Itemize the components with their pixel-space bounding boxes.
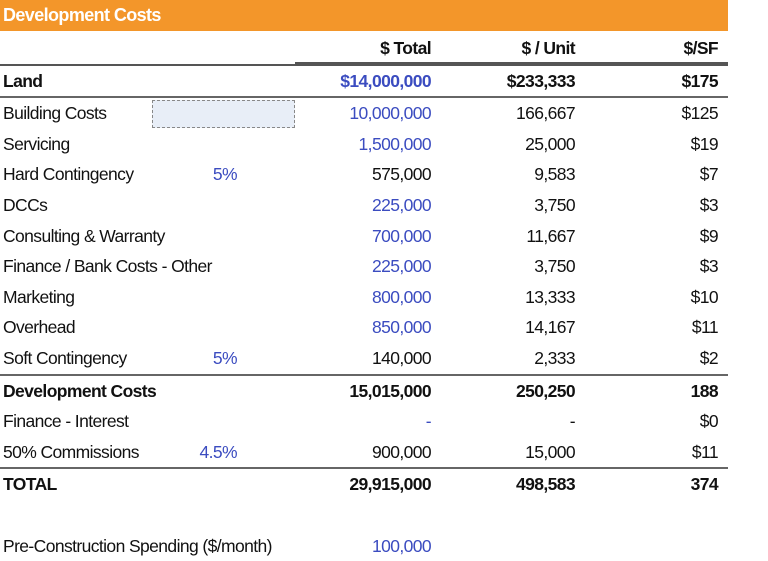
row-label: Soft Contingency	[3, 348, 127, 369]
table-row: DCCs 225,000 3,750 $3	[0, 190, 728, 221]
row-label: 50% Commissions	[3, 442, 139, 463]
table-row: Soft Contingency 5% 140,000 2,333 $2	[0, 343, 728, 376]
row-per-unit: 14,167	[525, 317, 575, 338]
row-label: Consulting & Warranty	[3, 226, 165, 247]
row-percent[interactable]: 5%	[213, 164, 237, 185]
table-row: Finance - Interest - - $0	[0, 406, 728, 437]
row-per-unit: $233,333	[507, 71, 575, 92]
table-row: Land $14,000,000 $233,333 $175	[0, 66, 728, 99]
row-per-sf: $10	[691, 287, 718, 308]
row-label: Finance / Bank Costs - Other	[3, 256, 212, 277]
row-per-unit: 498,583	[516, 474, 575, 495]
row-label: Servicing	[3, 134, 70, 155]
row-percent[interactable]: 4.5%	[200, 442, 238, 463]
row-per-sf: $7	[700, 164, 718, 185]
row-label: TOTAL	[3, 474, 57, 495]
row-total[interactable]: 1,500,000	[359, 134, 431, 155]
column-sf: $/SF	[683, 38, 718, 59]
row-total: 575,000	[372, 164, 431, 185]
row-label: Overhead	[3, 317, 75, 338]
row-per-sf: $19	[691, 134, 718, 155]
row-per-sf: 188	[691, 381, 718, 402]
row-label: Building Costs	[3, 103, 106, 124]
row-label: Development Costs	[3, 381, 156, 402]
cost-table: $ Total $ / Unit $/SF Land$14,000,000$23…	[0, 33, 728, 561]
row-per-unit: 166,667	[516, 103, 575, 124]
row-total: 15,015,000	[349, 381, 431, 402]
row-per-unit: 13,333	[525, 287, 575, 308]
row-total[interactable]: 225,000	[372, 195, 431, 216]
row-per-unit: 9,583	[534, 164, 575, 185]
section-header: Development Costs	[0, 0, 728, 31]
row-per-unit: 2,333	[534, 348, 575, 369]
table-row: Development Costs 15,015,000 250,250 188	[0, 376, 728, 407]
row-total: 140,000	[372, 348, 431, 369]
table-row: Finance / Bank Costs - Other 225,000 3,750…	[0, 251, 728, 282]
row-label: Hard Contingency	[3, 164, 133, 185]
row-per-unit: 11,667	[526, 226, 575, 247]
row-per-sf: $11	[692, 317, 718, 338]
row-per-sf: $11	[692, 442, 718, 463]
table-row: Marketing 800,000 13,333 $10	[0, 282, 728, 313]
row-per-unit: 3,750	[534, 256, 575, 277]
row-total: 900,000	[372, 442, 431, 463]
row-total[interactable]: 10,000,000	[349, 103, 431, 124]
row-per-sf: $9	[700, 226, 718, 247]
table-row: Building Costs 10,000,000 166,667 $125	[0, 98, 728, 129]
row-per-unit: 250,250	[516, 381, 575, 402]
row-label: Marketing	[3, 287, 74, 308]
table-row: TOTAL 29,915,000 498,583 374	[0, 469, 728, 500]
row-total: 29,915,000	[349, 474, 431, 495]
row-per-sf: 374	[691, 474, 718, 495]
row-per-unit: 25,000	[525, 134, 575, 155]
row-total[interactable]: 850,000	[372, 317, 431, 338]
row-per-sf: $0	[700, 411, 718, 432]
row-total[interactable]: $14,000,000	[340, 71, 431, 92]
row-per-unit: 15,000	[525, 442, 575, 463]
row-per-unit: 3,750	[534, 195, 575, 216]
row-total[interactable]: -	[426, 411, 431, 432]
pre-construction-label: Pre-Construction Spending ($/month)	[3, 536, 272, 557]
table-row: Hard Contingency 5% 575,000 9,583 $7	[0, 159, 728, 190]
row-per-unit: -	[570, 411, 575, 432]
row-total[interactable]: 800,000	[372, 287, 431, 308]
row-per-sf: $2	[700, 348, 718, 369]
pre-construction-row: Pre-Construction Spending ($/month) 100,…	[0, 531, 728, 561]
row-total[interactable]: 700,000	[372, 226, 431, 247]
row-label: Finance - Interest	[3, 411, 128, 432]
row-per-sf: $3	[700, 256, 718, 277]
input-cell[interactable]	[152, 100, 295, 128]
row-per-sf: $3	[700, 195, 718, 216]
pre-construction-value[interactable]: 100,000	[372, 536, 431, 557]
column-header-row: $ Total $ / Unit $/SF	[0, 33, 728, 66]
row-total[interactable]: 225,000	[372, 256, 431, 277]
row-percent[interactable]: 5%	[213, 348, 237, 369]
row-label: Land	[3, 71, 42, 92]
section-title: Development Costs	[3, 5, 161, 26]
row-label: DCCs	[3, 195, 47, 216]
table-row: Servicing 1,500,000 25,000 $19	[0, 129, 728, 160]
row-per-sf: $125	[681, 103, 718, 124]
row-per-sf: $175	[681, 71, 718, 92]
table-row: Overhead 850,000 14,167 $11	[0, 312, 728, 343]
column-total: $ Total	[380, 38, 431, 59]
table-row: Consulting & Warranty 700,000 11,667 $9	[0, 221, 728, 252]
table-row: 50% Commissions 4.5% 900,000 15,000 $11	[0, 437, 728, 470]
column-unit: $ / Unit	[521, 38, 575, 59]
